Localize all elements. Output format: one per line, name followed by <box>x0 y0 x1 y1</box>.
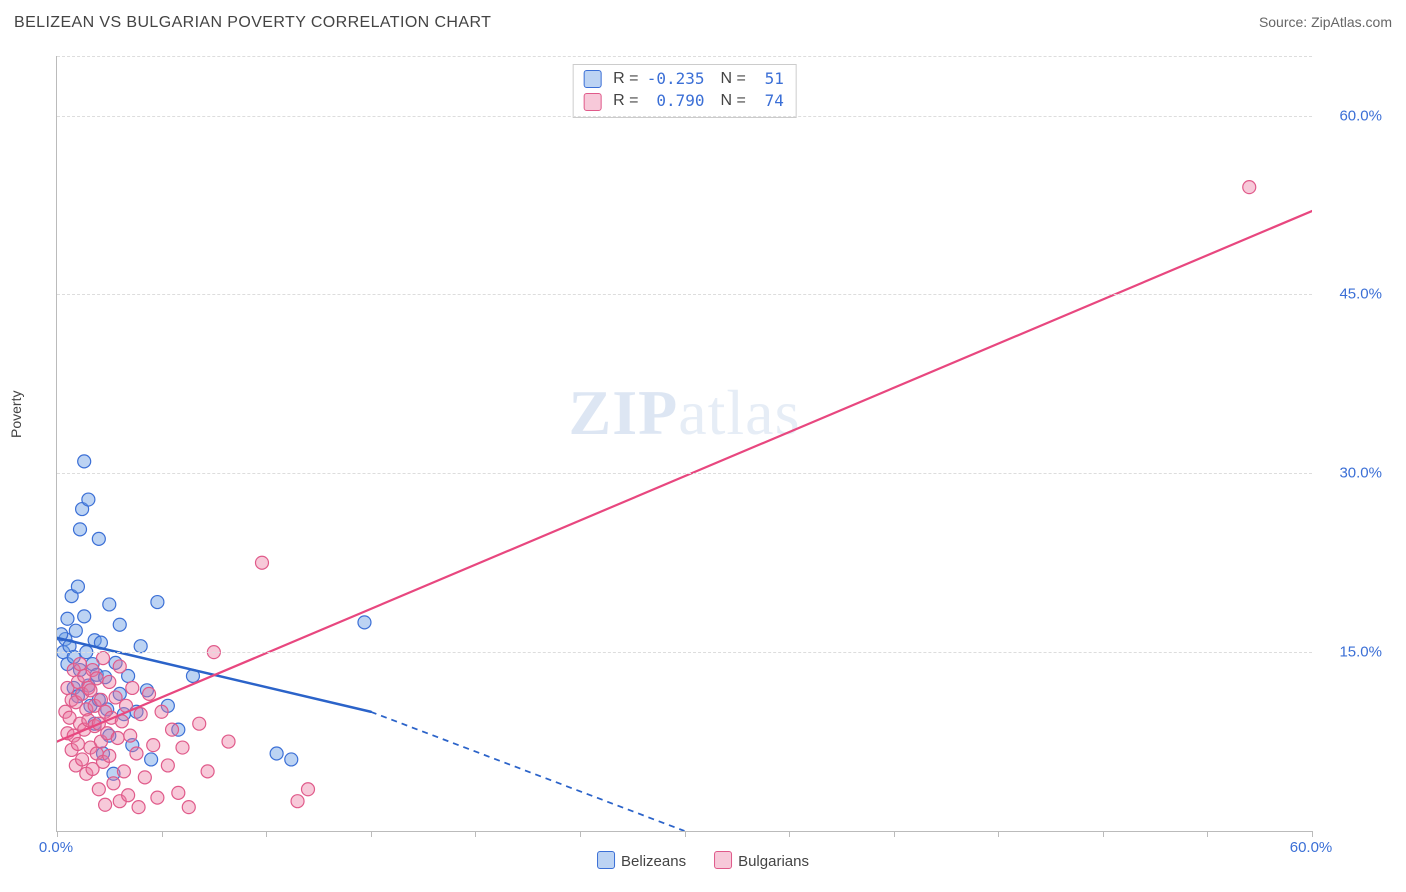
x-axis-legend: Belizeans Bulgarians <box>597 851 809 870</box>
gridline <box>57 652 1312 653</box>
x-legend-item: Belizeans <box>597 851 686 870</box>
x-tick <box>789 831 790 837</box>
series-label: Belizeans <box>621 853 686 870</box>
y-tick-label: 30.0% <box>1322 465 1382 482</box>
x-tick <box>162 831 163 837</box>
legend-swatch <box>714 851 732 869</box>
x-tick <box>57 831 58 837</box>
plot-svg <box>57 56 1312 831</box>
source-prefix: Source: <box>1259 14 1311 30</box>
legend-swatch <box>597 851 615 869</box>
y-axis-label: Poverty <box>8 391 24 438</box>
x-tick <box>266 831 267 837</box>
chart-title: BELIZEAN VS BULGARIAN POVERTY CORRELATIO… <box>14 14 491 32</box>
gridline <box>57 473 1312 474</box>
x-tick <box>685 831 686 837</box>
x-tick <box>894 831 895 837</box>
x-legend-item: Bulgarians <box>714 851 809 870</box>
x-tick <box>998 831 999 837</box>
series-label: Bulgarians <box>738 853 809 870</box>
x-tick <box>371 831 372 837</box>
y-tick-label: 45.0% <box>1322 286 1382 303</box>
y-tick-label: 15.0% <box>1322 644 1382 661</box>
x-tick <box>1207 831 1208 837</box>
source-name: ZipAtlas.com <box>1311 14 1392 30</box>
y-tick-label: 60.0% <box>1322 107 1382 124</box>
x-tick <box>475 831 476 837</box>
x-tick-label: 0.0% <box>39 839 73 856</box>
gridline <box>57 116 1312 117</box>
gridline <box>57 56 1312 57</box>
source-credit: Source: ZipAtlas.com <box>1259 14 1392 32</box>
x-tick <box>580 831 581 837</box>
gridline <box>57 294 1312 295</box>
plot-area: ZIPatlas R =-0.235N =51R = 0.790N =74 15… <box>56 56 1312 832</box>
x-tick-label: 60.0% <box>1290 839 1333 856</box>
x-tick <box>1312 831 1313 837</box>
x-tick <box>1103 831 1104 837</box>
